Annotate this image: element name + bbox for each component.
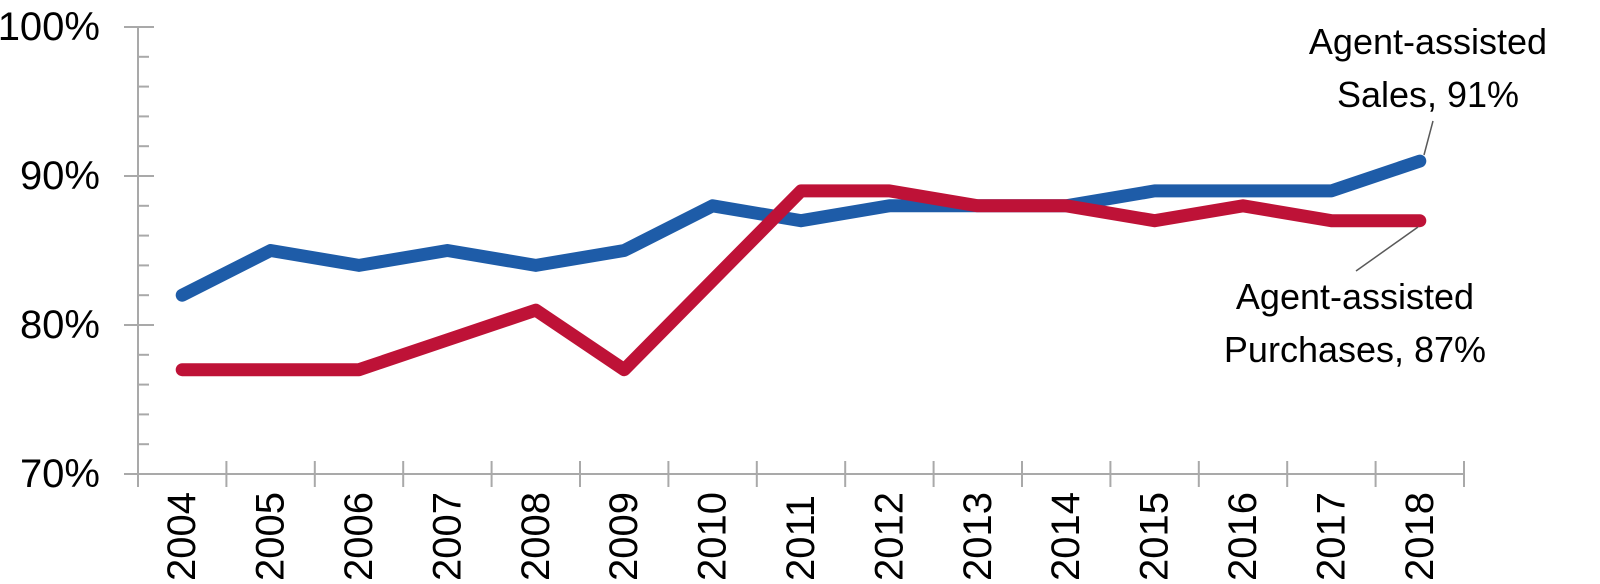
sales-line xyxy=(175,154,1427,302)
x-tick-label: 2004 xyxy=(160,492,204,581)
x-tick-label: 2011 xyxy=(779,495,823,581)
annotations-group: Agent-assisted Sales, 91% Agent-assisted Pu… xyxy=(1224,21,1547,370)
x-tick-label: 2017 xyxy=(1309,492,1353,581)
x-tick-label: 2016 xyxy=(1221,492,1265,581)
x-tick-label: 2013 xyxy=(956,492,1000,581)
sales-annotation-text-line2: Sales, 91% xyxy=(1337,74,1519,115)
y-tick-label: 70% xyxy=(20,452,100,496)
x-tick-label: 2006 xyxy=(337,492,381,581)
purchases-annotation-text-line1: Agent-assisted xyxy=(1236,276,1474,317)
purchases-annotation-text-line2: Purchases, 87% xyxy=(1224,329,1486,370)
y-tick-label: 80% xyxy=(20,303,100,347)
sales-annotation-text-line1: Agent-assisted xyxy=(1309,21,1547,62)
y-tick-label: 100% xyxy=(0,5,100,49)
x-tick-label: 2014 xyxy=(1044,492,1088,581)
sales-annotation-leader-line xyxy=(1423,120,1434,156)
x-tick-label: 2018 xyxy=(1398,492,1442,581)
x-tick-label: 2012 xyxy=(867,492,911,581)
purchases-annotation-leader-line xyxy=(1355,226,1419,272)
series-group xyxy=(175,154,1427,377)
y-tick-label: 90% xyxy=(20,154,100,198)
x-tick-label: 2010 xyxy=(691,492,735,581)
axes-group: 100% 90% 80% 70% 2004 2005 2006 2007 2008 2009 201… xyxy=(0,5,1465,581)
x-tick-label: 2007 xyxy=(425,492,469,581)
x-tick-label: 2005 xyxy=(249,492,293,581)
x-tick-label: 2008 xyxy=(514,492,558,581)
x-tick-label: 2009 xyxy=(602,492,646,581)
purchases-line xyxy=(175,184,1427,377)
x-tick-label: 2015 xyxy=(1133,492,1177,581)
